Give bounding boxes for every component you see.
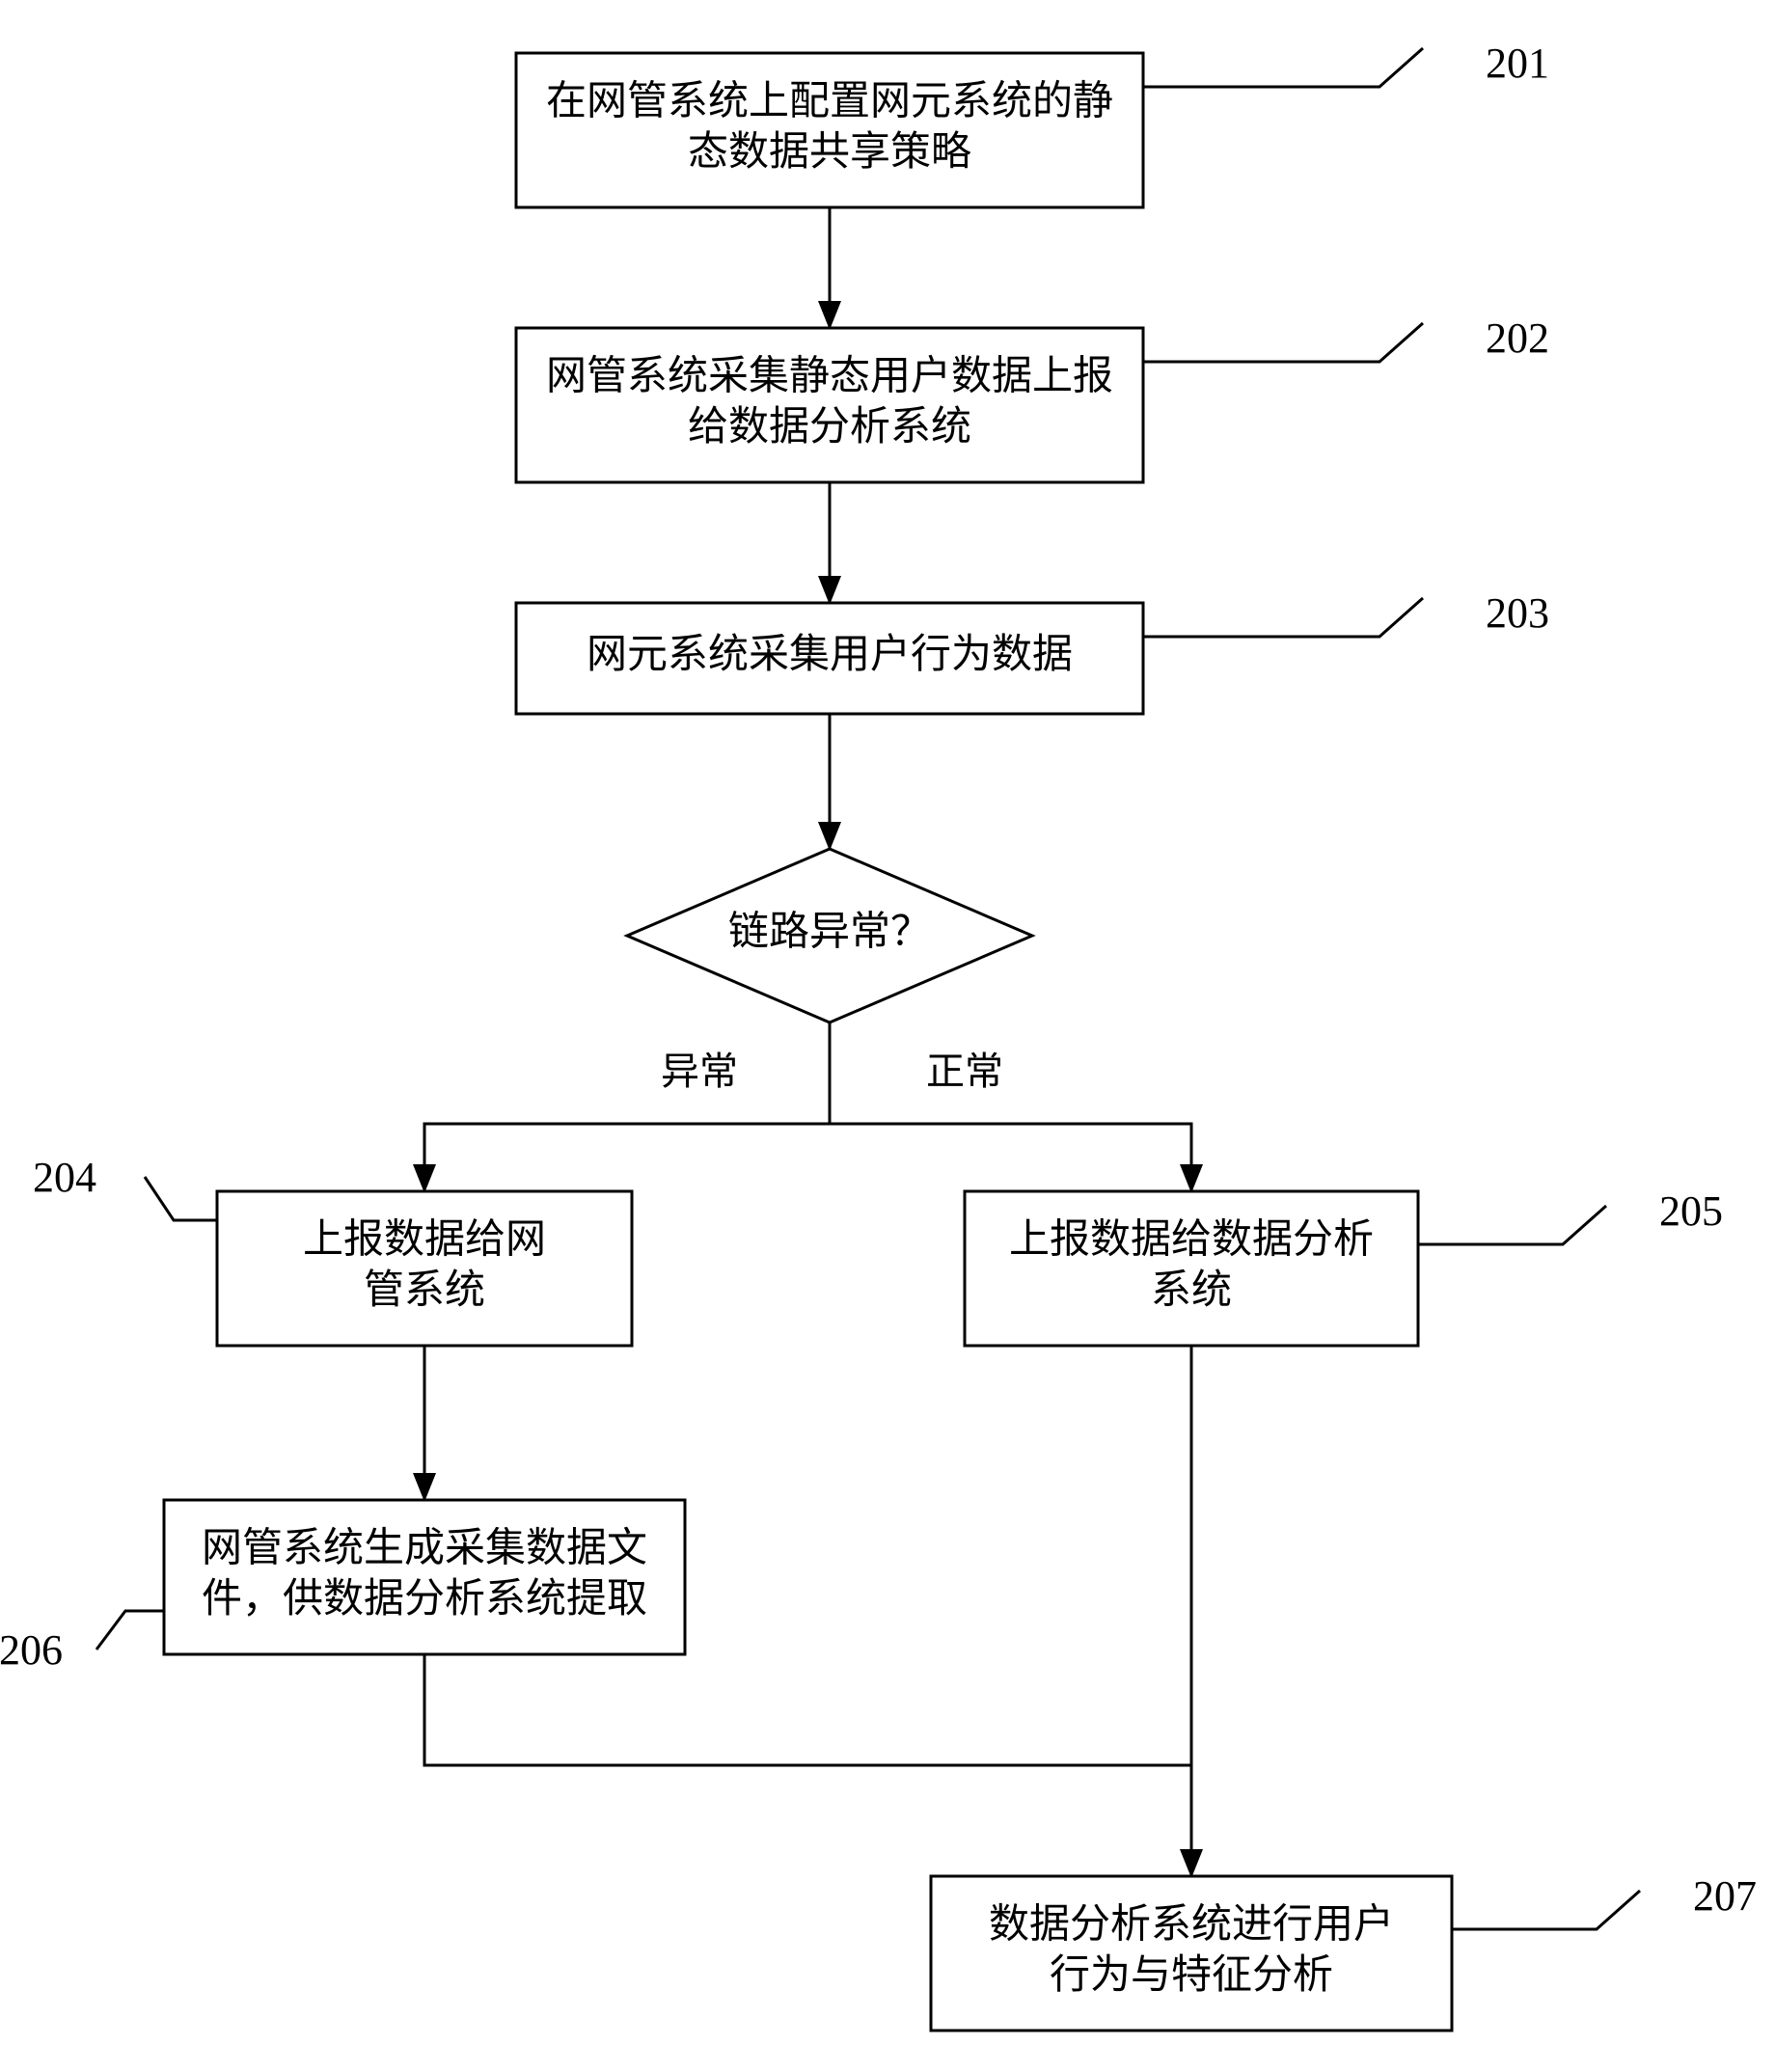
- node-text: 行为与特征分析: [1050, 1953, 1333, 1998]
- edge-label-异常: 异常: [661, 1050, 738, 1093]
- flow-node-n207: 数据分析系统进行用户行为与特征分析: [931, 1876, 1452, 2031]
- flow-node-d1: 链路异常？: [627, 849, 1032, 1022]
- callout-205: 205: [1418, 1187, 1723, 1244]
- node-text: 在网管系统上配置网元系统的静: [546, 79, 1113, 123]
- flow-node-n201: 在网管系统上配置网元系统的静态数据共享策略: [516, 53, 1143, 207]
- node-text: 网管系统生成采集数据文: [202, 1525, 647, 1570]
- flow-edge-d1-n205: [830, 1022, 1191, 1191]
- node-text: 网管系统采集静态用户数据上报: [546, 354, 1113, 398]
- callout-207: 207: [1452, 1872, 1757, 1929]
- callout-203: 203: [1143, 589, 1549, 637]
- node-text: 态数据共享策略: [688, 129, 971, 175]
- flow-edge-n206-n207: [424, 1654, 1191, 1876]
- node-text: 管系统: [364, 1268, 485, 1313]
- flow-node-n205: 上报数据给数据分析系统: [965, 1191, 1418, 1346]
- callout-204: 204: [33, 1154, 217, 1220]
- callout-label: 207: [1693, 1872, 1757, 1920]
- node-text: 上报数据给网: [303, 1217, 546, 1262]
- node-text: 上报数据给数据分析: [1009, 1217, 1374, 1262]
- callout-206: 206: [0, 1611, 164, 1674]
- node-text: 数据分析系统进行用户: [989, 1902, 1394, 1947]
- flow-node-n203: 网元系统采集用户行为数据: [516, 603, 1143, 714]
- node-text: 网元系统采集用户行为数据: [587, 633, 1073, 677]
- callout-label: 201: [1486, 40, 1549, 87]
- callout-label: 206: [0, 1626, 63, 1674]
- flow-edge-d1-n204: [424, 1022, 830, 1191]
- flow-node-n204: 上报数据给网管系统: [217, 1191, 632, 1346]
- flow-node-n206: 网管系统生成采集数据文件，供数据分析系统提取: [164, 1500, 685, 1654]
- callout-label: 203: [1486, 589, 1549, 637]
- edge-label-正常: 正常: [926, 1050, 1003, 1093]
- callout-label: 204: [33, 1154, 96, 1201]
- callout-201: 201: [1143, 40, 1549, 87]
- node-text: 系统: [1151, 1268, 1232, 1313]
- callout-label: 205: [1659, 1187, 1723, 1235]
- node-text: 给数据分析系统: [688, 405, 971, 450]
- flow-node-n202: 网管系统采集静态用户数据上报给数据分析系统: [516, 328, 1143, 482]
- node-text: 件，供数据分析系统提取: [202, 1577, 647, 1622]
- callout-label: 202: [1486, 314, 1549, 362]
- node-text: 链路异常？: [728, 911, 931, 955]
- callout-202: 202: [1143, 314, 1549, 362]
